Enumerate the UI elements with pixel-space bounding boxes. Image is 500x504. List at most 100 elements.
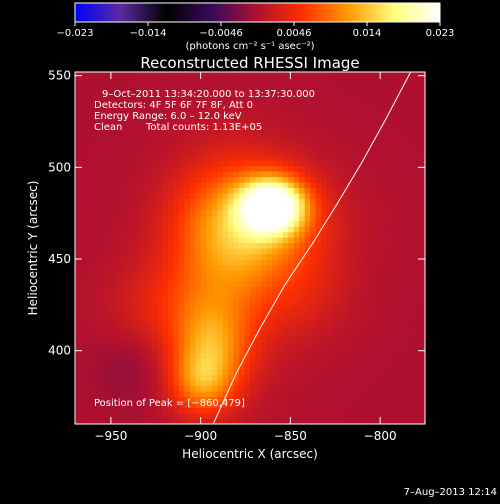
image-pixel	[397, 105, 404, 112]
image-pixel	[375, 110, 382, 117]
image-pixel	[304, 88, 311, 95]
y-tick-label: 550	[48, 69, 71, 83]
image-pixel	[157, 402, 164, 409]
image-pixel	[414, 77, 421, 84]
image-pixel	[397, 182, 404, 189]
image-pixel	[408, 308, 415, 315]
image-pixel	[304, 198, 311, 205]
image-pixel	[233, 138, 240, 145]
image-pixel	[381, 341, 388, 348]
image-pixel	[304, 154, 311, 161]
image-pixel	[250, 193, 257, 200]
image-pixel	[282, 363, 289, 370]
image-pixel	[353, 396, 360, 403]
image-pixel	[310, 286, 317, 293]
image-pixel	[310, 154, 317, 161]
image-pixel	[211, 105, 218, 112]
image-pixel	[151, 418, 158, 424]
image-pixel	[113, 110, 120, 117]
image-pixel	[173, 314, 180, 321]
image-pixel	[217, 363, 224, 370]
image-pixel	[414, 402, 421, 409]
image-pixel	[353, 127, 360, 134]
image-pixel	[337, 187, 344, 194]
image-pixel	[146, 220, 153, 227]
image-pixel	[151, 253, 158, 260]
image-pixel	[222, 99, 229, 106]
image-pixel	[135, 110, 142, 117]
image-pixel	[80, 363, 87, 370]
image-pixel	[75, 226, 82, 233]
image-pixel	[135, 308, 142, 315]
image-pixel	[200, 176, 207, 183]
image-pixel	[364, 369, 371, 376]
image-pixel	[200, 110, 207, 117]
image-pixel	[178, 297, 185, 304]
image-pixel	[167, 220, 175, 227]
image-pixel	[332, 127, 339, 134]
image-pixel	[228, 264, 235, 271]
image-pixel	[113, 242, 120, 249]
image-pixel	[113, 391, 120, 398]
image-pixel	[414, 358, 421, 365]
image-pixel	[364, 319, 371, 326]
image-pixel	[293, 325, 300, 332]
image-pixel	[397, 99, 404, 106]
image-pixel	[375, 220, 382, 227]
image-pixel	[211, 132, 218, 139]
image-pixel	[293, 308, 300, 315]
image-pixel	[146, 204, 153, 211]
image-pixel	[113, 325, 120, 332]
image-pixel	[146, 105, 153, 112]
image-pixel	[173, 253, 180, 260]
image-pixel	[124, 297, 131, 304]
image-pixel	[211, 303, 218, 310]
image-pixel	[118, 149, 125, 156]
image-pixel	[151, 281, 158, 288]
image-pixel	[359, 297, 366, 304]
image-pixel	[91, 259, 98, 266]
image-pixel	[364, 154, 371, 161]
image-pixel	[167, 314, 175, 321]
image-pixel	[397, 308, 404, 315]
image-pixel	[91, 281, 98, 288]
image-pixel	[113, 94, 120, 101]
image-pixel	[228, 275, 235, 282]
image-pixel	[332, 121, 339, 128]
image-pixel	[304, 402, 311, 409]
image-pixel	[370, 325, 377, 332]
image-pixel	[364, 352, 371, 359]
image-pixel	[167, 193, 175, 200]
image-pixel	[75, 171, 82, 178]
image-pixel	[381, 325, 388, 332]
image-pixel	[102, 391, 109, 398]
image-pixel	[315, 132, 322, 139]
image-pixel	[370, 72, 377, 79]
image-pixel	[184, 286, 191, 293]
image-pixel	[146, 154, 153, 161]
image-pixel	[315, 226, 322, 233]
image-pixel	[293, 165, 300, 172]
image-pixel	[178, 292, 185, 299]
image-pixel	[107, 138, 114, 145]
image-pixel	[326, 336, 333, 343]
image-pixel	[178, 242, 185, 249]
image-pixel	[222, 270, 229, 277]
image-pixel	[195, 292, 202, 299]
image-pixel	[102, 237, 109, 244]
image-pixel	[178, 143, 185, 150]
image-pixel	[167, 121, 175, 128]
image-pixel	[233, 363, 240, 370]
image-pixel	[348, 303, 355, 310]
image-pixel	[239, 341, 246, 348]
image-pixel	[375, 286, 382, 293]
image-pixel	[135, 325, 142, 332]
image-pixel	[266, 352, 273, 359]
image-pixel	[408, 374, 415, 381]
image-pixel	[211, 341, 218, 348]
image-pixel	[414, 292, 421, 299]
image-pixel	[113, 297, 120, 304]
image-pixel	[342, 220, 350, 227]
image-pixel	[80, 374, 87, 381]
image-pixel	[370, 204, 377, 211]
